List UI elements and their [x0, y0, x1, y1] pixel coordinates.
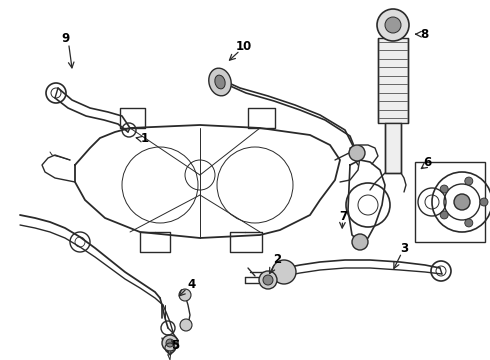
Circle shape — [166, 339, 174, 347]
Text: 1: 1 — [141, 132, 148, 145]
Circle shape — [352, 234, 368, 250]
Text: 6: 6 — [424, 156, 432, 168]
Circle shape — [480, 198, 488, 206]
Bar — [378, 38, 408, 123]
Circle shape — [259, 271, 277, 289]
Text: 10: 10 — [235, 40, 252, 53]
Circle shape — [349, 145, 365, 161]
Circle shape — [454, 194, 470, 210]
Circle shape — [162, 335, 178, 351]
Circle shape — [440, 211, 448, 219]
Circle shape — [440, 185, 448, 193]
Text: 3: 3 — [400, 242, 408, 255]
Text: 8: 8 — [421, 28, 429, 41]
Bar — [385, 123, 401, 173]
Circle shape — [377, 9, 409, 41]
Circle shape — [272, 260, 296, 284]
Circle shape — [179, 289, 191, 301]
Text: 2: 2 — [273, 253, 281, 266]
Circle shape — [180, 319, 192, 331]
Bar — [415, 162, 485, 242]
Circle shape — [263, 275, 273, 285]
Ellipse shape — [209, 68, 231, 96]
Circle shape — [465, 219, 473, 227]
Text: 5: 5 — [172, 339, 179, 352]
Text: 9: 9 — [61, 32, 69, 45]
Circle shape — [385, 17, 401, 33]
Circle shape — [465, 177, 473, 185]
Ellipse shape — [215, 75, 225, 89]
Text: 7: 7 — [339, 210, 347, 222]
Text: 4: 4 — [187, 278, 195, 291]
